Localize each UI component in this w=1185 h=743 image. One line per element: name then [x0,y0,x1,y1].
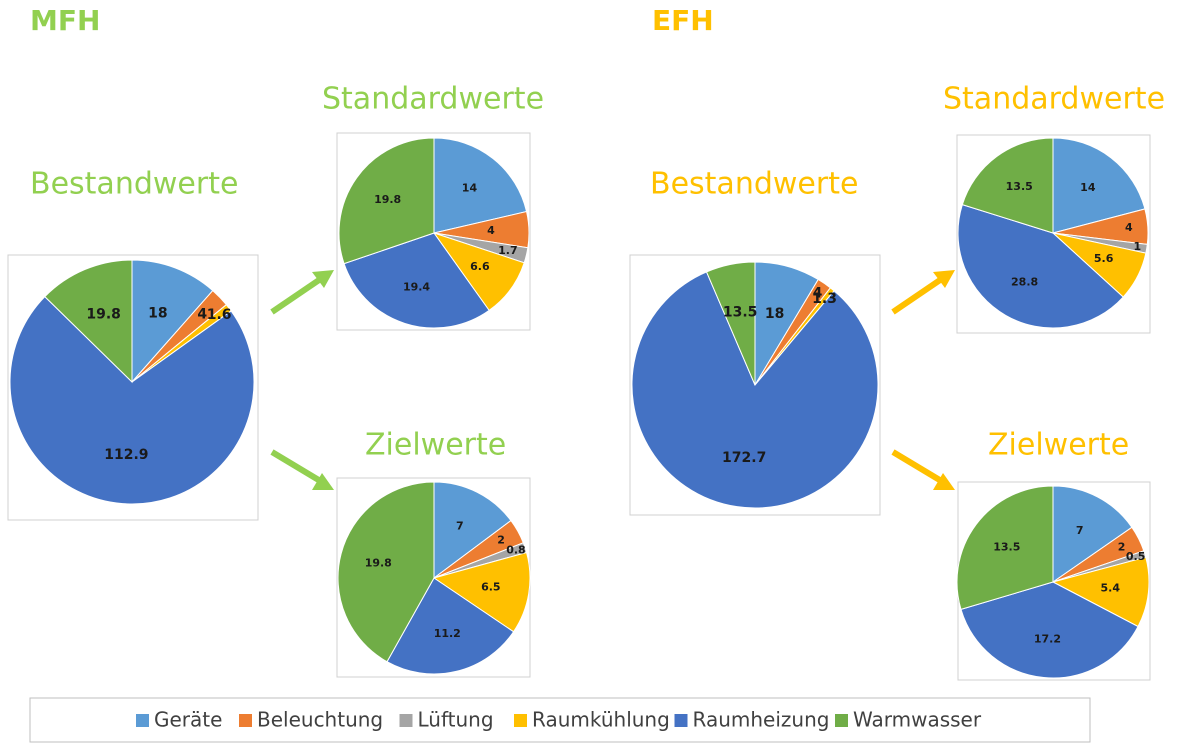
data-label: 0.5 [1126,550,1146,563]
data-label: 5.4 [1101,581,1121,594]
data-label: 4 [1125,221,1133,234]
data-label: 4 [813,286,823,302]
chart-title: Zielwerte [365,428,506,463]
data-label: 14 [1080,181,1096,194]
pie-slice [1052,137,1146,234]
arrow [891,275,945,315]
data-label: 7 [456,520,464,533]
arrows [270,270,955,490]
pie-slice [44,259,133,384]
pie-slice [705,261,756,386]
data-label: 7 [1076,524,1084,537]
data-label: 19.4 [403,280,430,293]
arrow [891,449,945,485]
legend-swatch [239,714,252,727]
pie-slice [338,137,435,265]
chart-title: Zielwerte [988,428,1129,463]
pie-slice [131,259,214,384]
pie-slice [956,485,1054,611]
data-label: 28.8 [1011,275,1038,288]
data-label: 1.3 [812,291,837,307]
data-label: 18 [148,306,167,322]
data-label: 14 [462,181,478,194]
legend-box [29,697,1091,743]
data-label: 1 [1133,240,1141,253]
data-label: 13.5 [1006,180,1033,193]
pie-slice [433,481,512,579]
data-label: 1.6 [207,307,232,323]
legend-label: Lüftung [418,708,494,732]
pie-slice [432,551,531,633]
data-label: 4 [487,224,495,237]
data-label: 13.5 [723,305,758,321]
pie-slice [960,581,1139,679]
pie-slice [337,481,435,663]
data-label: 19.8 [374,193,401,206]
data-label: 18 [765,306,784,322]
legend-label: Beleuchtung [257,708,383,732]
data-label: 13.5 [993,541,1020,554]
data-label: 17.2 [1034,632,1061,645]
data-label: 2 [1118,540,1126,553]
data-label: 6.5 [481,580,501,593]
data-label: 172.7 [722,450,766,466]
chart-title: Bestandwerte [30,167,238,202]
pie-slice [9,295,255,505]
legend-swatch [514,714,527,727]
section-heading: MFH [30,4,100,37]
arrow [270,275,324,315]
data-label: 4 [197,306,207,322]
pie-slice [343,232,490,329]
legend-label: Warmwasser [853,708,982,732]
data-label: 0.8 [506,544,526,557]
arrow-head [312,270,334,288]
legend-swatch [136,714,149,727]
section-heading: EFH [652,4,714,37]
legend-label: Raumheizung [693,708,830,732]
legend-label: Raumkühlung [532,708,670,732]
legend-swatch [674,714,688,727]
pie-slice [631,271,879,509]
legend-label: Geräte [154,708,222,732]
arrow [270,449,324,485]
pie-slice [1052,485,1133,583]
arrow-head [933,473,955,490]
legend-swatch [399,714,413,727]
data-label: 1.7 [498,244,518,257]
pie-slice [386,577,515,675]
arrow-head [312,473,334,490]
pie-slice [433,137,528,234]
data-label: 19.8 [86,307,121,323]
pie-slice [961,137,1054,234]
pie-slice [957,204,1124,329]
legend-swatch [835,714,848,727]
data-label: 112.9 [104,447,148,463]
chart-title: Standardwerte [322,82,544,117]
pie-slice [1051,556,1150,628]
data-label: 5.6 [1094,252,1114,265]
chart-title: Standardwerte [943,82,1165,117]
data-label: 11.2 [434,627,461,640]
data-label: 2 [497,534,505,547]
arrow-head [933,270,955,288]
chart-title: Bestandwerte [650,167,858,202]
data-label: 19.8 [365,556,392,569]
data-label: 6.6 [470,260,490,273]
